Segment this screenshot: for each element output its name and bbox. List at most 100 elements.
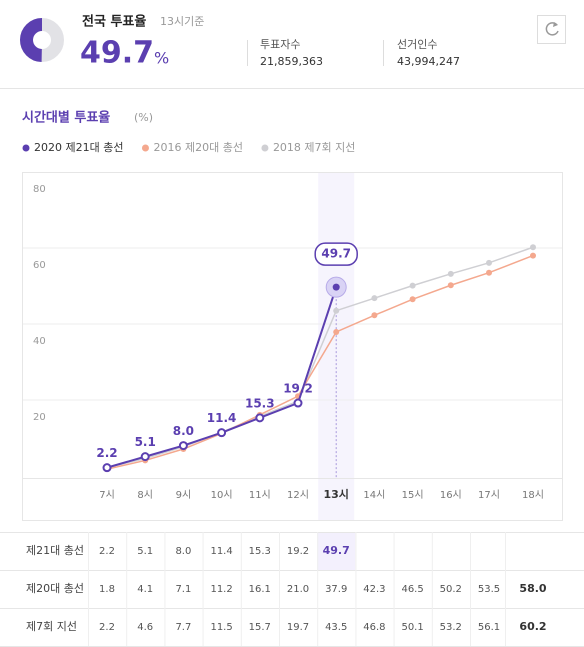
table-cell: 4.1	[137, 584, 153, 595]
data-label: 5.1	[135, 435, 156, 449]
table-cell: 19.2	[287, 546, 309, 557]
current-point	[332, 283, 340, 291]
y-tick-label: 60	[33, 260, 46, 271]
table-cell: 50.1	[401, 622, 423, 633]
y-tick-label: 40	[33, 336, 46, 347]
legend-dot	[22, 144, 30, 152]
table-highlight-cell	[317, 532, 356, 570]
table-cell: 42.3	[363, 584, 385, 595]
legend-label: 2018 제7회 지선	[273, 141, 355, 154]
legend-dot	[261, 144, 269, 152]
refresh-box[interactable]	[537, 15, 566, 44]
table-cell: 37.9	[325, 584, 347, 595]
data-label: 19.2	[283, 382, 313, 396]
point	[178, 441, 188, 451]
point	[371, 295, 378, 302]
highlight-band	[318, 173, 355, 520]
series-line	[106, 246, 534, 469]
point	[447, 282, 454, 289]
x-tick-label: 16시	[440, 489, 462, 501]
y-tick-label: 20	[33, 412, 46, 423]
point	[333, 328, 340, 335]
data-label: 8.0	[173, 424, 194, 438]
chart-unit: (%)	[134, 111, 153, 124]
x-tick-label: 10시	[211, 489, 233, 501]
table-cell: 53.2	[440, 622, 462, 633]
data-label: 11.4	[207, 411, 237, 425]
refresh-button[interactable]	[537, 15, 566, 44]
y-tick-label: 80	[33, 184, 46, 195]
table-cell: 11.5	[210, 622, 232, 633]
table-cell: 7.1	[175, 584, 191, 595]
table-cell: 5.1	[137, 546, 153, 557]
row-label: 제20대 총선	[26, 582, 84, 595]
chart-title: 시간대별 투표율	[22, 110, 110, 126]
table-cell: 2.2	[99, 622, 115, 633]
header-bg	[0, 0, 584, 88]
series-line	[106, 254, 534, 470]
table-cell: 43.5	[325, 622, 347, 633]
header-unit: %	[154, 49, 169, 68]
point	[409, 296, 416, 303]
data-label: 2.2	[96, 446, 117, 460]
table-cell: 1.8	[99, 584, 115, 595]
stat-label: 투표자수	[260, 38, 300, 51]
table-cell: 4.6	[137, 622, 153, 633]
callout-label: 49.7	[321, 247, 351, 261]
x-tick-label: 12시	[287, 489, 309, 501]
x-tick-label: 13시	[323, 488, 348, 501]
table-cell: 16.1	[249, 584, 271, 595]
table-cell: 56.1	[478, 622, 500, 633]
point	[486, 259, 492, 266]
refresh-arrow	[553, 22, 558, 27]
table-cell: 21.0	[287, 584, 309, 595]
table-cell: 15.7	[249, 622, 271, 633]
table-cell: 60.2	[519, 620, 546, 633]
point	[217, 428, 227, 438]
table-cell: 46.8	[363, 622, 385, 633]
table-cell: 58.0	[519, 582, 546, 595]
table-cell: 53.5	[478, 584, 500, 595]
stat-label: 선거인수	[397, 38, 437, 51]
row-label: 제21대 총선	[26, 544, 84, 557]
table-cell: 49.7	[323, 544, 350, 557]
x-tick-label: 8시	[137, 489, 153, 501]
x-tick-label: 18시	[522, 489, 544, 501]
x-tick-label: 7시	[99, 489, 115, 501]
table-cell: 46.5	[401, 584, 423, 595]
header-title: 전국 투표율	[82, 14, 146, 30]
donut-value	[20, 18, 43, 62]
point	[333, 307, 340, 314]
point	[530, 244, 536, 251]
table-cell: 11.4	[210, 546, 232, 557]
header-rate: 49.7	[80, 36, 154, 71]
point	[530, 252, 536, 259]
point	[486, 269, 492, 276]
callout-box	[314, 242, 358, 266]
point	[293, 398, 303, 408]
table-cell: 8.0	[175, 546, 191, 557]
table-cell: 7.7	[175, 622, 191, 633]
x-tick-label: 9시	[176, 489, 192, 501]
legend-label: 2020 제21대 총선	[34, 141, 123, 154]
x-tick-label: 14시	[363, 489, 385, 501]
stat-value: 43,994,247	[397, 55, 460, 68]
table-cell: 50.2	[440, 584, 462, 595]
x-tick-label: 17시	[478, 489, 500, 501]
legend-dot	[141, 144, 149, 152]
point	[409, 282, 416, 289]
header-subtitle: 13시기준	[160, 15, 204, 28]
table-cell: 19.7	[287, 622, 309, 633]
table-cell: 2.2	[99, 546, 115, 557]
refresh-icon	[545, 22, 559, 36]
row-label: 제7회 지선	[26, 620, 77, 633]
point	[140, 452, 150, 462]
point	[371, 312, 378, 319]
stat-value: 21,859,363	[260, 55, 323, 68]
plot-frame	[22, 172, 563, 521]
x-tick-label: 11시	[249, 489, 271, 501]
legend-label: 2016 제20대 총선	[153, 141, 242, 154]
data-label: 15.3	[245, 396, 275, 410]
point	[102, 463, 112, 473]
